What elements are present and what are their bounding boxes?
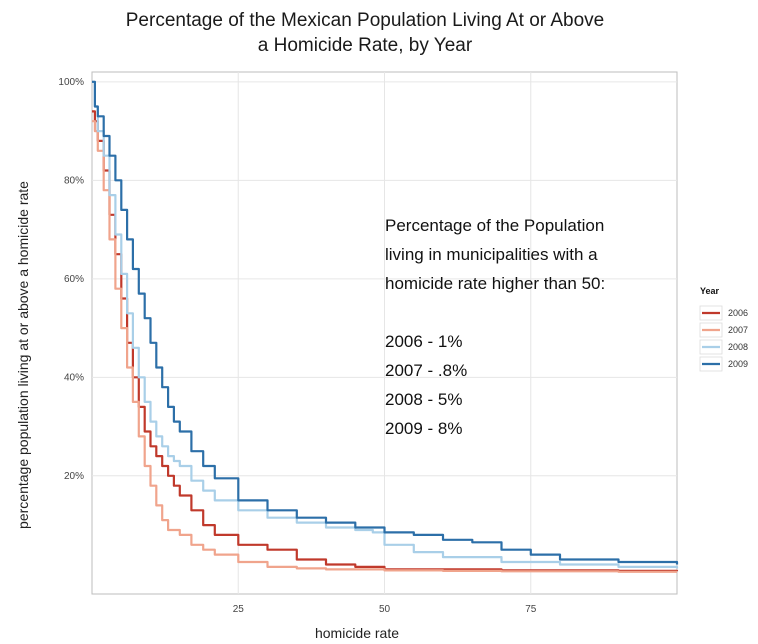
axes: 25 50 75 20% 40% 60% 80% 100% — [58, 77, 536, 615]
chart-title-line-2: a Homicide Rate, by Year — [257, 35, 473, 56]
y-tick-label: 60% — [64, 274, 84, 285]
annotation-line: living in municipalities with a — [385, 245, 598, 264]
x-tick-label: 50 — [379, 604, 391, 615]
y-tick-label: 80% — [64, 175, 84, 186]
legend-label-2007: 2007 — [728, 325, 748, 335]
annotation-line: homicide rate higher than 50: — [385, 274, 605, 293]
chart-title: Percentage of the Mexican Population Liv… — [0, 8, 730, 58]
annotation-line: 2006 - 1% — [385, 332, 463, 351]
legend-label-2009: 2009 — [728, 359, 748, 369]
series-line-2009 — [92, 80, 679, 565]
annotation-line: 2007 - .8% — [385, 361, 467, 380]
y-tick-label: 40% — [64, 372, 84, 383]
series-line-2008 — [92, 80, 679, 569]
chart-title-line-1: Percentage of the Mexican Population Liv… — [125, 10, 605, 31]
y-tick-label: 20% — [64, 471, 84, 482]
annotation-line: Percentage of the Population — [385, 216, 604, 235]
series-line-2007 — [92, 120, 677, 573]
annotation: Percentage of the Population living in mu… — [385, 216, 605, 438]
y-tick-label: 100% — [58, 77, 84, 88]
legend-label-2006: 2006 — [728, 308, 748, 318]
y-axis-title: percentage population living at or above… — [15, 181, 31, 529]
x-tick-label: 25 — [233, 604, 245, 615]
legend-title: Year — [700, 286, 720, 296]
grid — [92, 72, 677, 594]
x-axis-title: homicide rate — [315, 625, 399, 641]
legend: Year 2006 2007 2008 2009 — [699, 286, 748, 372]
legend-label-2008: 2008 — [728, 342, 748, 352]
annotation-line: 2008 - 5% — [385, 390, 463, 409]
series-lines — [92, 80, 679, 573]
x-tick-label: 75 — [525, 604, 537, 615]
annotation-line: 2009 - 8% — [385, 419, 463, 438]
